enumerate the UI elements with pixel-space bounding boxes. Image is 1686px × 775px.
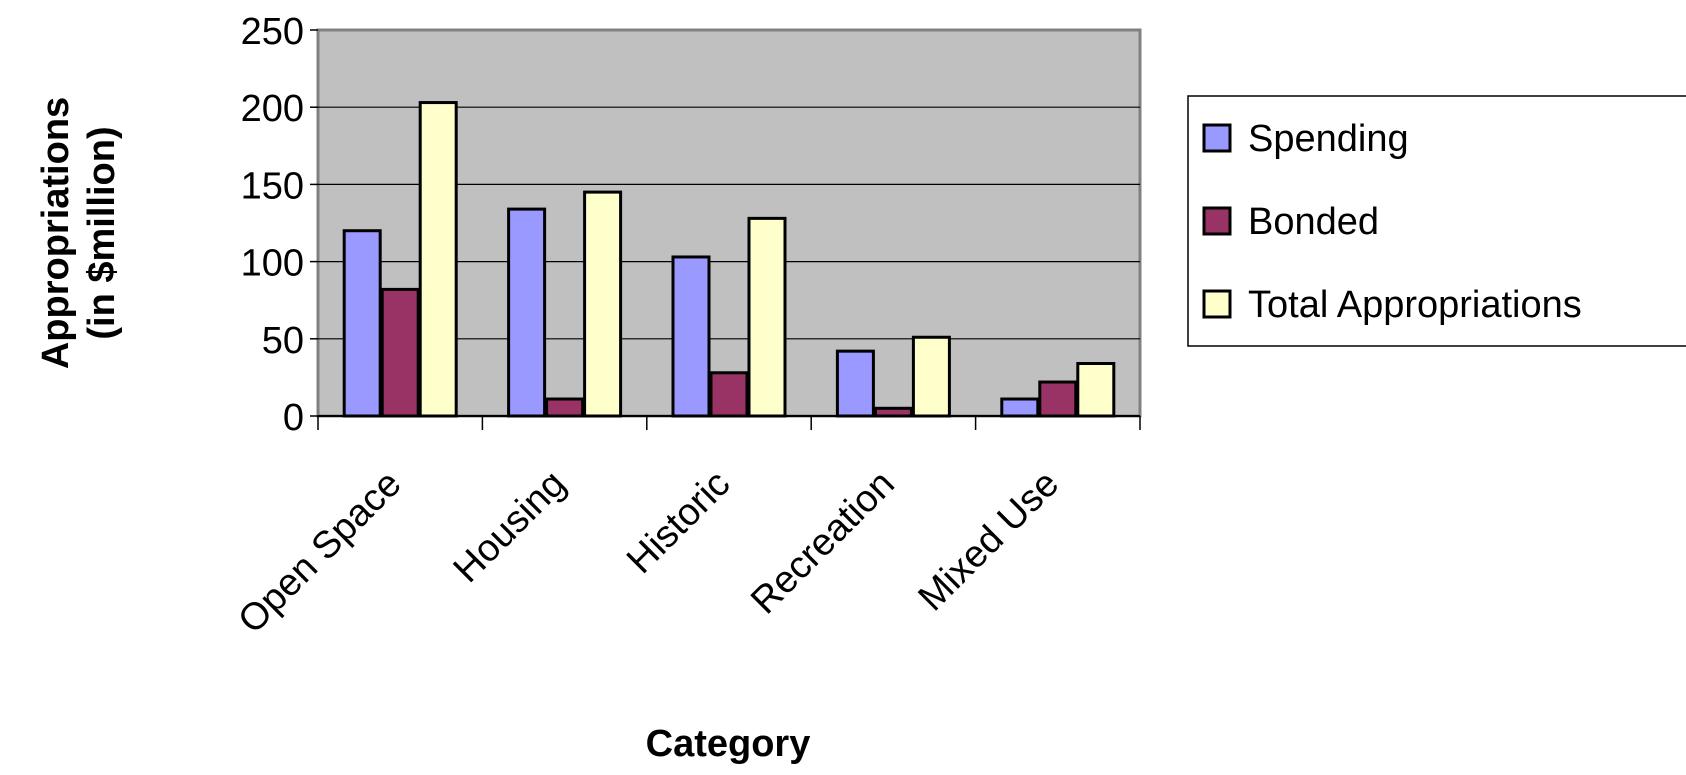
y-tick-label: 250 [241, 11, 304, 53]
bar-total-appropriations [747, 216, 787, 418]
bar-bonded [380, 287, 420, 418]
legend-label: Total Appropriations [1248, 284, 1582, 326]
bar-spending [1000, 397, 1040, 418]
legend: Spending Bonded Total Appropriations [1187, 95, 1686, 347]
bar-bonded [873, 406, 913, 418]
y-tick-label: 0 [283, 397, 304, 439]
legend-swatch [1202, 206, 1232, 236]
bar-spending [342, 229, 382, 418]
legend-swatch [1202, 289, 1232, 319]
x-axis-title: Category [646, 723, 811, 765]
bar-bonded [545, 397, 585, 418]
y-tick-label: 200 [241, 88, 304, 130]
y-tick-label: 100 [241, 243, 304, 285]
x-axis-categories: Open Space Housing Historic Recreation Mixed… [230, 463, 1067, 642]
bar-bonded [1038, 380, 1078, 418]
legend-label: Bonded [1248, 201, 1379, 243]
x-category-label: Historic [619, 463, 738, 582]
y-axis-ticks: 0 50 100 150 200 250 [241, 11, 304, 439]
bar-total-appropriations [583, 190, 623, 418]
x-category-label: Recreation [743, 463, 903, 623]
legend-swatch [1202, 123, 1232, 153]
y-axis-title-line-2: (in $million) [81, 126, 123, 339]
bar-spending [671, 255, 711, 418]
bar-total-appropriations [418, 101, 458, 418]
legend-label: Spending [1248, 118, 1409, 160]
y-axis-title: Appropriations (in $million) [35, 97, 123, 369]
legend-box [1187, 95, 1686, 347]
y-tick-label: 150 [241, 165, 304, 207]
x-category-label: Open Space [230, 463, 409, 642]
y-axis-title-line-1: Appropriations [35, 97, 77, 369]
x-category-label: Mixed Use [911, 463, 1068, 620]
bar-total-appropriations [1076, 362, 1116, 418]
bar-spending [507, 207, 547, 418]
bar-spending [835, 349, 875, 418]
bar-total-appropriations [911, 335, 951, 418]
x-category-label: Housing [446, 463, 574, 591]
bar-bonded [709, 371, 749, 418]
plot-area [310, 28, 1142, 430]
y-tick-label: 50 [262, 320, 304, 362]
